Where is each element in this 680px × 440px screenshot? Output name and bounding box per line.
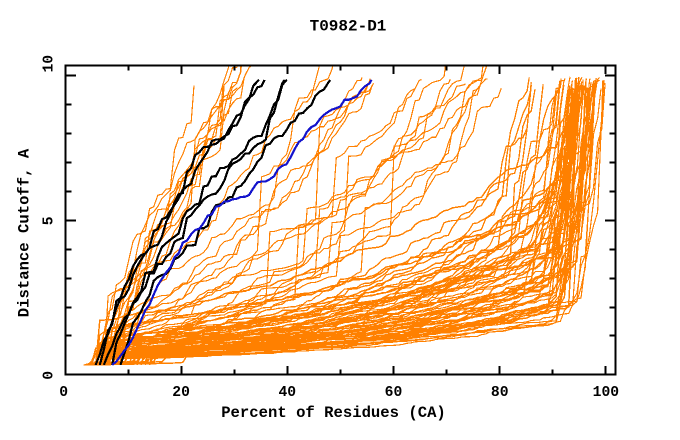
svg-text:T0982-D1: T0982-D1 bbox=[310, 18, 387, 36]
svg-text:5: 5 bbox=[41, 216, 57, 225]
svg-text:10: 10 bbox=[41, 55, 57, 73]
svg-text:0: 0 bbox=[41, 371, 57, 380]
svg-text:60: 60 bbox=[385, 385, 403, 401]
svg-text:20: 20 bbox=[172, 385, 190, 401]
svg-text:0: 0 bbox=[59, 385, 68, 401]
svg-text:40: 40 bbox=[278, 385, 296, 401]
svg-text:100: 100 bbox=[593, 385, 619, 401]
svg-text:Percent of Residues (CA): Percent of Residues (CA) bbox=[221, 404, 446, 422]
svg-text:80: 80 bbox=[491, 385, 509, 401]
svg-text:Distance Cutoff, A: Distance Cutoff, A bbox=[16, 148, 34, 317]
